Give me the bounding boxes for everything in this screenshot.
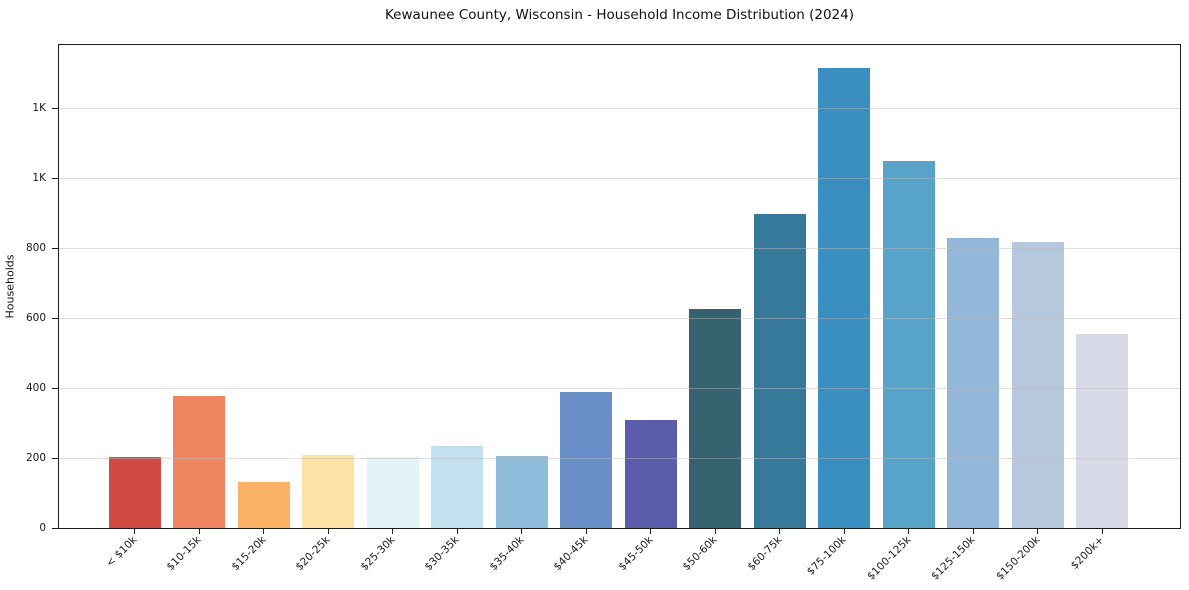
- y-tick-label-400: 400: [25, 382, 46, 394]
- y-tick-mark: [52, 387, 58, 390]
- x-tick-mark: [1037, 529, 1039, 534]
- bar-75-100k: [818, 67, 871, 529]
- bar-10k: [108, 456, 161, 529]
- gridline-600: [59, 318, 1180, 319]
- bar-15-20k: [237, 482, 290, 529]
- x-tick-mark: [714, 529, 716, 534]
- bar-50-60k: [689, 308, 742, 529]
- x-tick-mark: [779, 529, 781, 534]
- x-tick-mark: [456, 529, 458, 534]
- chart-title: Kewaunee County, Wisconsin - Household I…: [385, 7, 854, 23]
- bar-60-75k: [753, 213, 806, 529]
- x-tick-mark: [585, 529, 587, 534]
- x-tick-mark: [843, 529, 845, 534]
- gridline-1000: [59, 178, 1180, 179]
- y-tick-label-1000: 1K: [32, 172, 46, 184]
- y-tick-label-800: 800: [25, 242, 46, 254]
- bar-125-150k: [947, 238, 1000, 529]
- y-tick-mark: [52, 527, 58, 530]
- x-tick-mark: [908, 529, 910, 534]
- x-tick-mark: [650, 529, 652, 534]
- y-tick-mark: [52, 177, 58, 180]
- y-tick-mark: [52, 107, 58, 110]
- x-tick-mark: [972, 529, 974, 534]
- bar-10-15k: [173, 396, 226, 529]
- y-tick-mark: [52, 317, 58, 320]
- y-tick-label-200: 200: [25, 452, 46, 464]
- x-tick-mark: [198, 529, 200, 534]
- bar-150-200k: [1011, 241, 1064, 529]
- bar-40-45k: [560, 392, 613, 529]
- bar-200k: [1076, 333, 1129, 529]
- x-tick-mark: [134, 529, 136, 534]
- bar-30-35k: [431, 445, 484, 529]
- x-tick-mark: [1101, 529, 1103, 534]
- y-tick-label-0: 0: [39, 522, 46, 534]
- gridline-800: [59, 248, 1180, 249]
- y-tick-label-600: 600: [25, 312, 46, 324]
- bar-25-30k: [366, 457, 419, 529]
- gridline-1200: [59, 108, 1180, 109]
- y-axis-label: Households: [3, 254, 17, 319]
- gridline-400: [59, 388, 1180, 389]
- y-tick-mark: [52, 247, 58, 250]
- y-tick-mark: [52, 457, 58, 460]
- x-tick-mark: [327, 529, 329, 534]
- y-tick-label-1200: 1K: [32, 102, 46, 114]
- bar-45-50k: [624, 419, 677, 529]
- bar-100-125k: [882, 161, 935, 529]
- x-tick-label-1: < $10k: [103, 534, 140, 570]
- bar-20-25k: [302, 455, 355, 529]
- bar-35-40k: [495, 455, 548, 529]
- x-tick-mark: [392, 529, 394, 534]
- gridline-200: [59, 458, 1180, 459]
- x-tick-mark: [263, 529, 265, 534]
- x-tick-mark: [521, 529, 523, 534]
